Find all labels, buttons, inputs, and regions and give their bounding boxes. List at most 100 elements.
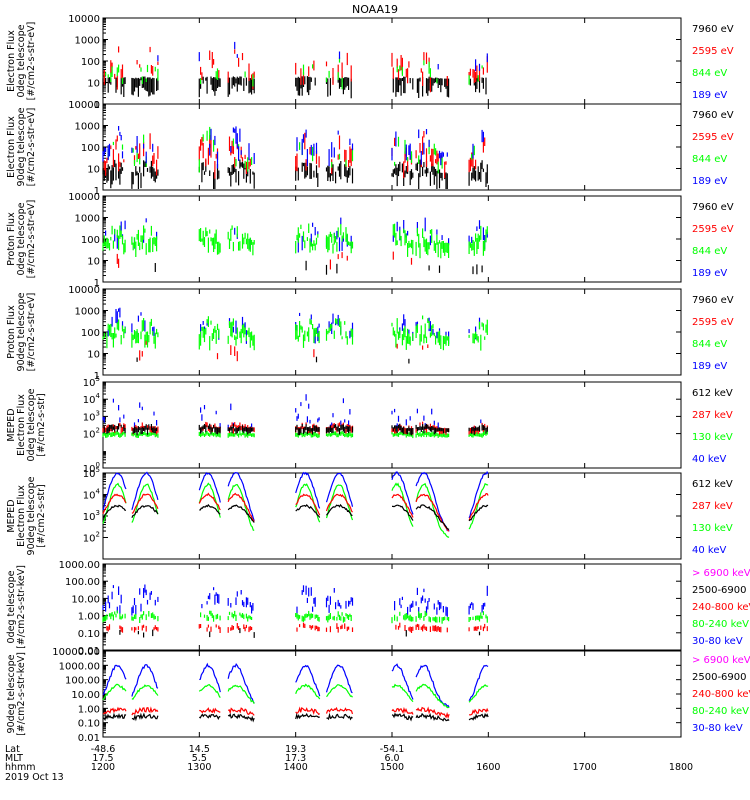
legend-entry: 80-240 keV <box>692 706 749 717</box>
series-line <box>131 504 159 518</box>
y-axis-label: Electron Flux <box>6 30 17 92</box>
y-tick-label: 105 <box>83 466 100 480</box>
legend-entry: 189 eV <box>692 268 727 279</box>
series-line <box>326 503 353 517</box>
series-line <box>102 493 127 515</box>
axis-row-label: Lat <box>5 744 20 755</box>
hhmm-label: 1500 <box>380 762 404 773</box>
legend-entry: 2595 eV <box>692 132 734 143</box>
axis-row-label: MLT <box>5 753 23 764</box>
legend-entry: 189 eV <box>692 361 727 372</box>
y-axis-label: 0deg telescope <box>26 388 37 461</box>
y-axis-label: 90deg telescope <box>6 654 17 733</box>
legend-entry: 287 keV <box>692 501 733 512</box>
legend-entry: 2500-6900 <box>692 585 747 596</box>
y-axis-label: 90deg telescope <box>16 292 27 371</box>
y-tick-label: 1000 <box>75 214 100 225</box>
series-green <box>102 610 488 624</box>
legend-entry: 240-800 keV <box>692 689 750 700</box>
legend-entry: 2595 eV <box>692 46 734 57</box>
y-tick-label-exponent: 4 <box>96 392 101 400</box>
series-line <box>227 492 255 522</box>
panel-frame <box>102 195 682 283</box>
series-line <box>391 706 414 715</box>
series-line <box>102 664 127 696</box>
legend-entry: 612 keV <box>692 479 733 490</box>
series-line <box>131 483 159 523</box>
date-label: 2019 Oct 13 <box>5 772 64 783</box>
data-marks <box>102 217 488 275</box>
series-line <box>199 503 221 515</box>
y-tick-label: 100.00 <box>65 577 100 588</box>
y-tick-label-base: 10 <box>83 395 96 406</box>
y-tick-label-base: 10 <box>83 464 96 475</box>
series-line <box>391 683 414 703</box>
series-line <box>391 663 414 700</box>
legend-entry: 7960 eV <box>692 110 734 121</box>
series-line <box>415 706 450 720</box>
series-line <box>102 472 127 511</box>
y-tick-label-exponent: 3 <box>96 409 100 417</box>
y-axis-label: 90deg telescope <box>16 107 27 186</box>
y-tick-label: 10 <box>87 350 100 361</box>
legend-entry: 844 eV <box>692 246 727 257</box>
y-axis-label: [#/cm2-s-str-eV] <box>26 108 37 187</box>
y-tick-label: 1 <box>94 186 100 197</box>
lat-label: 14.5 <box>189 744 210 755</box>
series-line <box>131 493 159 514</box>
axis-row-label: hhmm <box>5 762 36 773</box>
data-marks <box>102 394 488 439</box>
data-marks <box>102 307 488 364</box>
y-axis-label: Electron Flux <box>6 116 17 178</box>
data-marks <box>102 126 488 189</box>
series-line <box>198 482 221 518</box>
y-tick-label: 10000 <box>68 100 100 111</box>
y-tick-label: 10000 <box>68 285 100 296</box>
panel-frame <box>102 472 682 560</box>
y-tick-label: 1000 <box>75 36 100 47</box>
series-line <box>391 493 414 518</box>
series-line <box>102 706 127 715</box>
legend-entry: 189 eV <box>692 176 727 187</box>
legend-entry: 80-240 keV <box>692 619 749 630</box>
y-tick-label-exponent: 4 <box>96 488 101 496</box>
series-line <box>199 707 221 714</box>
y-tick-label: 0.01 <box>78 733 100 744</box>
series-line <box>227 712 255 723</box>
data-marks <box>102 41 488 99</box>
series-black <box>102 159 488 189</box>
data-marks <box>102 662 489 723</box>
series-black <box>102 76 487 99</box>
y-axis-label: 90deg telescope <box>26 476 37 555</box>
y-tick-label: 10000 <box>68 192 100 203</box>
legend-entry: 612 keV <box>692 388 733 399</box>
series-black <box>102 712 489 723</box>
y-axis-label: MEPED <box>6 499 17 532</box>
y-tick-label-exponent: 5 <box>96 375 100 383</box>
y-tick-label-exponent: 0 <box>96 461 100 469</box>
series-line <box>227 471 255 521</box>
series-line <box>295 712 320 720</box>
y-tick-label: 1000.00 <box>59 661 100 672</box>
y-tick-label: 1.00 <box>78 704 100 715</box>
series-line <box>102 482 127 524</box>
legend-entry: 40 keV <box>692 545 726 556</box>
hhmm-label: 1400 <box>284 762 308 773</box>
panel-frame <box>102 381 682 469</box>
series-line <box>295 664 321 697</box>
mlt-label: 17.3 <box>285 753 306 764</box>
y-tick-label: 1.00 <box>78 612 100 623</box>
y-tick-label-base: 10 <box>83 469 96 480</box>
legend-entry: 2595 eV <box>692 317 734 328</box>
series-line <box>415 493 450 532</box>
y-axis-label: [#/cm2-s-str-keV] <box>16 652 27 736</box>
series-line <box>325 472 354 507</box>
series-line <box>325 664 353 694</box>
legend-entry: > 6900 keV <box>692 655 750 666</box>
series-line <box>198 713 221 721</box>
y-axis-label: [#/cm2-s-str-eV] <box>26 293 37 372</box>
series-line <box>326 684 353 698</box>
series-line <box>468 470 489 519</box>
series-line <box>415 504 450 530</box>
